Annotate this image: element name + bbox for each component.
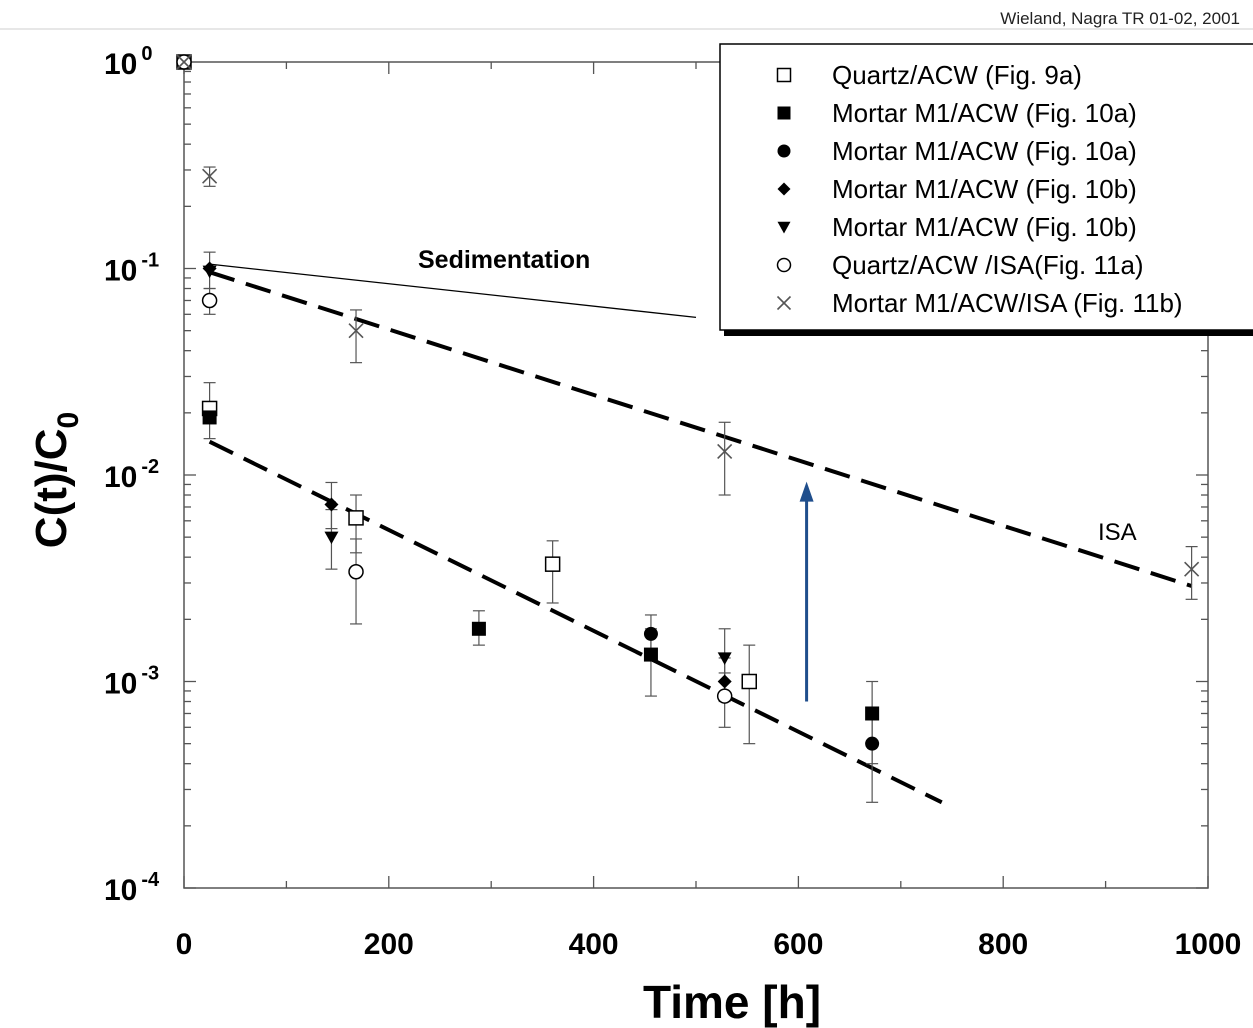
y-tick-label: 10 -1 xyxy=(104,250,159,288)
data-point-open-circle xyxy=(348,563,364,580)
legend-marker-cross xyxy=(776,295,792,311)
y-tick-base: 10 xyxy=(104,48,137,81)
y-tick-base: 10 xyxy=(104,255,137,288)
y-tick-label: 10 -4 xyxy=(104,869,160,907)
data-point-filled-diamond xyxy=(717,674,732,689)
x-tick-label: 0 xyxy=(176,928,193,961)
legend-label: Quartz/ACW (Fig. 9a) xyxy=(832,60,1082,90)
legend-marker-open-square xyxy=(776,67,792,83)
y-tick-label: 10 -3 xyxy=(104,663,159,701)
isa-line xyxy=(208,270,1193,588)
svg-text:C(t)/C0: C(t)/C0 xyxy=(27,412,85,548)
sedimentation-label: Sedimentation xyxy=(418,246,590,274)
cross-stroke xyxy=(776,295,792,311)
data-point-cross xyxy=(1184,561,1200,577)
data-point-filled-triangle-down xyxy=(324,531,339,545)
y-tick-exponent: 0 xyxy=(141,43,152,65)
cross-stroke xyxy=(348,323,364,339)
isa-label: ISA xyxy=(1098,519,1137,546)
x-tick-labels: 0 200 400 600 800 1000 xyxy=(176,928,1242,961)
legend-marker-filled-triangle-down xyxy=(777,221,791,234)
y-tick-base: 10 xyxy=(104,874,137,907)
y-tick-exponent: -3 xyxy=(141,663,159,685)
citation-text: Wieland, Nagra TR 01-02, 2001 xyxy=(1000,9,1240,28)
data-point-filled-circle xyxy=(865,736,880,751)
cross-stroke xyxy=(176,54,192,70)
data-point-cross xyxy=(176,54,192,70)
y-tick-base: 10 xyxy=(104,461,137,494)
y-tick-label: 10 0 xyxy=(104,43,153,81)
data-point-filled-diamond xyxy=(324,497,339,512)
data-point-filled-square xyxy=(471,621,486,636)
x-tick-label: 1000 xyxy=(1175,928,1242,961)
legend-label: Quartz/ACW /ISA(Fig. 11a) xyxy=(832,250,1144,280)
legend-marker-filled-circle xyxy=(777,144,791,158)
x-tick-label: 800 xyxy=(978,928,1028,961)
data-point-open-square xyxy=(741,673,757,690)
legend-marker-open-circle xyxy=(776,257,792,273)
x-tick-label: 600 xyxy=(773,928,823,961)
data-point-open-square xyxy=(348,510,364,526)
data-point-filled-triangle-down xyxy=(717,652,732,665)
y-tick-label: 10 -2 xyxy=(104,456,159,494)
y-axis-title-subscript: 0 xyxy=(52,412,85,429)
legend-items: Quartz/ACW (Fig. 9a) Mortar M1/ACW (Fig. … xyxy=(776,60,1183,318)
y-tick-exponent: -1 xyxy=(141,250,159,272)
data-point-cross xyxy=(717,443,733,460)
data-point-filled-square xyxy=(643,647,658,662)
data-point-filled-triangle-down xyxy=(202,265,217,279)
cross-stroke xyxy=(1184,561,1200,577)
dashed-fit-line xyxy=(208,439,943,805)
fit-lines xyxy=(208,263,1193,805)
x-tick-label: 200 xyxy=(364,928,414,961)
data-point-filled-circle xyxy=(643,626,658,641)
y-tick-exponent: -2 xyxy=(141,456,159,478)
data-point-open-square xyxy=(544,556,561,572)
arrow-group xyxy=(799,481,814,702)
data-point-cross xyxy=(202,168,218,184)
legend-label: Mortar M1/ACW (Fig. 10a) xyxy=(832,136,1137,166)
data-point-open-circle xyxy=(716,688,733,704)
y-axis-title-main: C(t)/C xyxy=(27,428,76,548)
y-tick-base: 10 xyxy=(104,668,137,701)
legend-marker-filled-diamond xyxy=(777,182,791,196)
x-axis-title: Time [h] xyxy=(643,976,821,1028)
data-point-cross xyxy=(348,323,364,339)
legend-box xyxy=(719,43,1253,331)
y-tick-exponent: -4 xyxy=(141,869,160,891)
x-tick-label: 400 xyxy=(569,928,619,961)
sedimentation-line xyxy=(209,263,697,318)
legend-label: Mortar M1/ACW (Fig. 10b) xyxy=(832,212,1137,242)
legend-label: Mortar M1/ACW (Fig. 10a) xyxy=(832,98,1137,128)
legend-marker-filled-square xyxy=(777,106,791,120)
cross-stroke xyxy=(717,443,733,460)
arrow-head xyxy=(799,481,814,502)
data-point-filled-square xyxy=(865,706,880,721)
y-axis-title: C(t)/C0 xyxy=(27,412,85,548)
cross-stroke xyxy=(202,168,218,184)
legend: Quartz/ACW (Fig. 9a) Mortar M1/ACW (Fig. … xyxy=(719,43,1253,336)
data-points xyxy=(176,54,1200,751)
legend-label: Mortar M1/ACW/ISA (Fig. 11b) xyxy=(832,288,1183,318)
data-point-filled-square xyxy=(202,410,217,425)
data-point-open-circle xyxy=(201,292,218,309)
legend-label: Mortar M1/ACW (Fig. 10b) xyxy=(832,174,1137,204)
